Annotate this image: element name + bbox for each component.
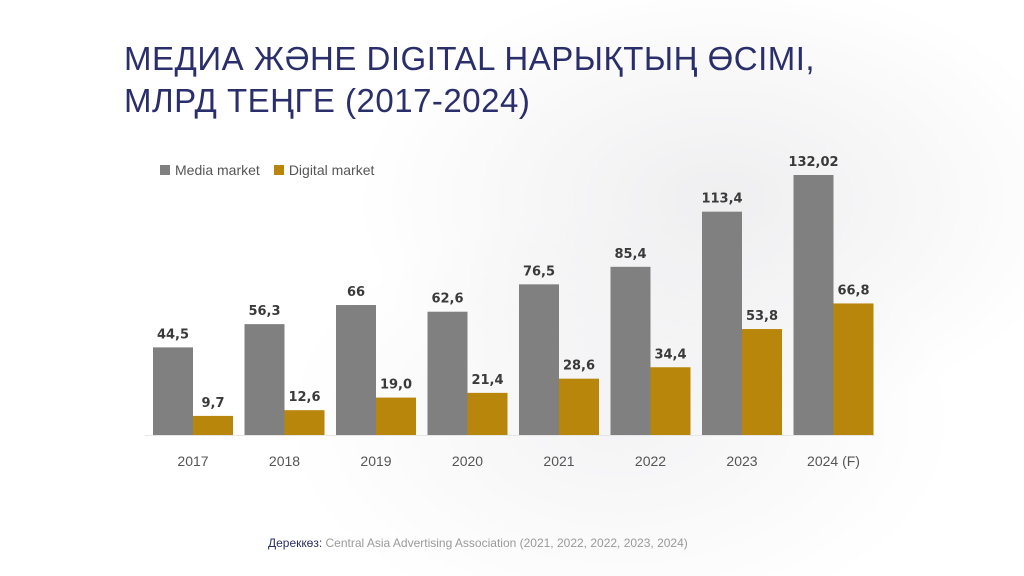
- data-label-media-0: 44,5: [157, 327, 189, 342]
- data-label-digital-5: 34,4: [654, 347, 686, 362]
- x-tick-label-5: 2022: [635, 453, 666, 469]
- data-label-media-2: 66: [347, 285, 365, 300]
- bar-media-5: [610, 266, 651, 435]
- data-label-media-4: 76,5: [523, 264, 555, 279]
- data-label-digital-6: 53,8: [746, 309, 778, 324]
- x-tick-label-7: 2024 (F): [807, 453, 860, 469]
- bar-media-0: [153, 347, 193, 435]
- bar-media-1: [244, 324, 285, 435]
- bar-digital-0: [193, 415, 233, 435]
- bar-digital-7: [833, 303, 874, 435]
- bar-digital-5: [650, 367, 691, 435]
- x-tick-label-6: 2023: [726, 453, 757, 469]
- bar-digital-6: [742, 329, 782, 435]
- x-tick-label-3: 2020: [452, 453, 483, 469]
- x-tick-label-4: 2021: [543, 453, 574, 469]
- source-label: Дереккөз:: [268, 536, 323, 550]
- data-label-media-1: 56,3: [248, 304, 280, 319]
- legend-label-media: Media market: [175, 162, 260, 178]
- chart-title-line-2: МЛРД ТЕҢГЕ (2017-2024): [124, 82, 531, 119]
- bar-digital-2: [376, 397, 416, 435]
- data-label-digital-1: 12,6: [288, 390, 320, 405]
- data-label-digital-2: 19,0: [380, 378, 412, 393]
- data-label-media-5: 85,4: [614, 247, 646, 262]
- x-tick-label-0: 2017: [177, 453, 208, 469]
- data-label-digital-3: 21,4: [471, 373, 503, 388]
- bar-media-7: [793, 175, 834, 435]
- bar-digital-3: [467, 392, 508, 435]
- bar-media-6: [702, 211, 742, 435]
- chart-title-line-1: МЕДИА ЖӘНЕ DIGITAL НАРЫҚТЫҢ ӨСІМІ,: [124, 40, 816, 77]
- legend-swatch-media: [160, 165, 170, 175]
- data-label-digital-4: 28,6: [563, 359, 595, 374]
- bar-media-2: [336, 305, 376, 435]
- legend-item-media: Media market: [160, 162, 260, 178]
- data-label-digital-7: 66,8: [837, 283, 869, 298]
- source-text: Central Asia Advertising Association (20…: [325, 536, 688, 550]
- legend-label-digital: Digital market: [288, 162, 375, 178]
- bar-digital-4: [559, 378, 599, 435]
- data-label-media-7: 132,02: [788, 155, 838, 170]
- source-note: Дереккөз: Central Asia Advertising Assoc…: [268, 536, 688, 550]
- chart-title: МЕДИА ЖӘНЕ DIGITAL НАРЫҚТЫҢ ӨСІМІ, МЛРД …: [124, 38, 944, 122]
- bar-digital-1: [284, 410, 325, 435]
- data-label-media-3: 62,6: [431, 292, 463, 307]
- bar-media-3: [427, 311, 468, 435]
- legend: Media market Digital market: [160, 162, 374, 178]
- x-tick-label-2: 2019: [360, 453, 391, 469]
- data-label-digital-0: 9,7: [201, 396, 224, 411]
- legend-item-digital: Digital market: [273, 162, 375, 178]
- data-label-media-6: 113,4: [701, 192, 742, 207]
- x-tick-label-1: 2018: [269, 453, 300, 469]
- bar-media-4: [519, 284, 559, 435]
- legend-swatch-digital: [273, 165, 284, 175]
